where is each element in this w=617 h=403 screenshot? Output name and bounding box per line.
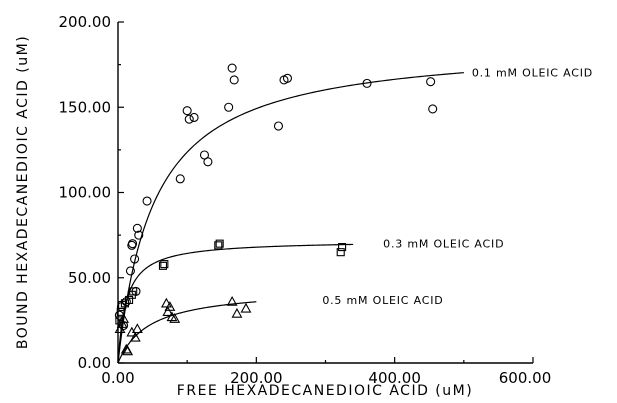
y-tick-label: 100.00: [59, 184, 112, 202]
point-circle: [175, 174, 185, 184]
point-triangle: [131, 323, 143, 334]
point-triangle: [164, 301, 176, 311]
data-points: [114, 63, 438, 356]
point-square: [160, 260, 169, 269]
point-square: [336, 248, 345, 257]
point-circle: [184, 114, 194, 124]
point-circle: [282, 73, 293, 83]
point-triangle: [166, 311, 178, 322]
plot-area: [117, 22, 533, 364]
x-tick-label: 400.00: [368, 369, 421, 387]
point-circle: [273, 121, 284, 131]
y-tick-label: 50.00: [68, 269, 111, 287]
x-tick-label: 0.00: [101, 369, 134, 387]
point-circle: [426, 77, 436, 87]
x-tick-label: 200.00: [230, 369, 283, 387]
point-triangle: [231, 307, 243, 318]
point-triangle: [118, 313, 129, 323]
point-circle: [127, 239, 138, 249]
point-circle: [182, 106, 192, 116]
point-square: [125, 295, 134, 304]
fit-curve-series-1: [117, 243, 354, 364]
point-triangle: [129, 331, 141, 342]
point-circle: [224, 102, 234, 112]
series-labels: 0.1 mM OLEIC ACID 0.3 mM OLEIC ACID 0.5 mM…: [322, 67, 593, 307]
y-tick-label: 0.00: [78, 354, 111, 372]
point-square: [129, 287, 138, 296]
point-circle: [125, 266, 135, 276]
point-triangle: [114, 323, 126, 334]
fit-curve-series-0: [117, 72, 464, 364]
y-tick-label: 200.00: [59, 13, 112, 31]
point-circle: [130, 254, 140, 264]
point-triangle: [122, 345, 134, 356]
point-square: [118, 300, 127, 310]
point-circle: [132, 223, 142, 233]
point-circle: [227, 63, 237, 73]
point-triangle: [226, 295, 238, 306]
point-triangle: [162, 306, 174, 317]
point-circle: [142, 196, 152, 206]
point-triangle: [240, 302, 252, 313]
point-circle: [229, 75, 239, 85]
point-circle: [189, 112, 199, 123]
point-circle: [428, 104, 438, 114]
series-label: 0.3 mM OLEIC ACID: [383, 237, 504, 250]
y-axis-ticks: 0.00 50.00 100.00 150.00 200.00: [59, 13, 124, 372]
y-axis-label: BOUND HEXADECANEDIOIC ACID (uM): [15, 35, 31, 349]
point-triangle: [169, 313, 181, 323]
fit-curves: [117, 72, 464, 364]
point-triangle: [160, 297, 172, 308]
point-square: [215, 239, 224, 248]
series-label: 0.1 mM OLEIC ACID: [472, 67, 593, 80]
point-triangle: [126, 326, 138, 337]
point-square: [214, 241, 223, 250]
point-circle: [203, 157, 213, 167]
x-axis-ticks: 0.00 200.00 400.00 600.00: [101, 357, 551, 387]
point-circle: [362, 78, 372, 88]
point-triangle: [116, 318, 128, 328]
point-square: [158, 261, 168, 270]
series-label: 0.5 mM OLEIC ACID: [322, 294, 443, 307]
point-circle: [134, 230, 144, 240]
x-tick-label: 600.00: [499, 369, 552, 387]
x-axis-label: FREE HEXADECANEDIOIC ACID (uM): [177, 383, 473, 399]
point-square: [338, 243, 347, 252]
y-tick-label: 150.00: [59, 98, 112, 116]
